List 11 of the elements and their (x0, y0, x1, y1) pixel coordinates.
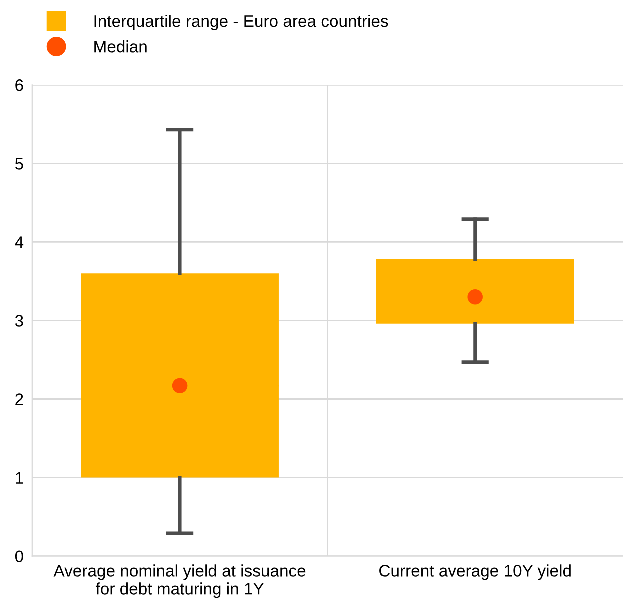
y-tick-label: 5 (15, 158, 24, 170)
y-tick-label: 4 (15, 236, 24, 248)
y-tick-label: 6 (16, 80, 24, 92)
legend-label: Interquartile range - Euro area countries (94, 15, 388, 31)
y-tick-label: 2 (16, 394, 24, 406)
x-tick-label: Average nominal yield at issuance for debt maturing in 1Y (54, 564, 306, 598)
y-tick-label: 1 (16, 472, 24, 484)
y-tick-label: 3 (15, 315, 24, 327)
x-tick-label: Current average 10Y yield (380, 564, 571, 580)
y-tick-label: 0 (15, 550, 24, 563)
legend-label: Median (94, 40, 147, 53)
